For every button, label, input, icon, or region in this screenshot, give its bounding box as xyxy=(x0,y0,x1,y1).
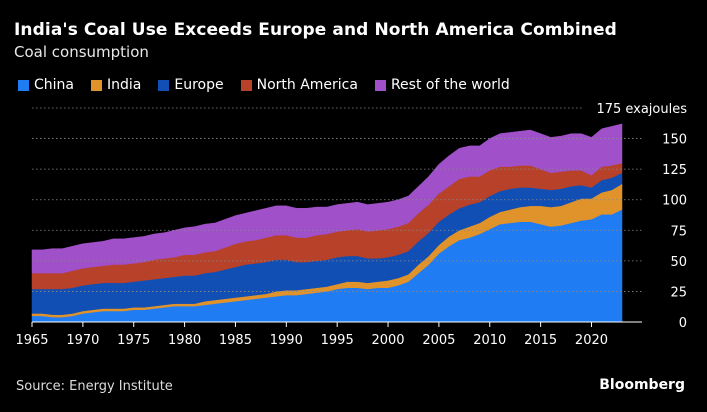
legend-item-china: China xyxy=(18,77,74,93)
x-tick-label-2010: 2010 xyxy=(473,333,506,348)
x-axis: 1965 1970 1975 1980 1985 1990 1995 2000 2005 2010… xyxy=(15,322,608,348)
area-layers xyxy=(31,123,623,323)
x-tick-label-1990: 1990 xyxy=(270,333,303,348)
legend-swatch-rest-of-world xyxy=(374,79,386,91)
legend-label-india: India xyxy=(107,77,142,93)
legend-label-europe: Europe xyxy=(174,77,224,93)
legend-label-rest-of-world: Rest of the world xyxy=(390,77,510,93)
y-tick-label-100: 100 xyxy=(662,194,687,209)
x-tick-label-2005: 2005 xyxy=(422,333,455,348)
legend-item-india: India xyxy=(91,77,141,93)
x-tick-label-2015: 2015 xyxy=(524,333,557,348)
y-unit-label: 175 exajoules xyxy=(596,102,687,117)
area-rest-of-the-world xyxy=(31,123,623,274)
legend-item-europe: Europe xyxy=(158,77,224,93)
chart-title: India's Coal Use Exceeds Europe and Nort… xyxy=(14,20,617,40)
y-tick-label-75: 75 xyxy=(670,224,687,239)
legend-label-china: China xyxy=(34,77,74,93)
x-tick-label-1995: 1995 xyxy=(321,333,354,348)
y-tick-label-150: 150 xyxy=(662,133,687,148)
y-tick-label-25: 25 xyxy=(670,285,687,300)
legend-swatch-north-america xyxy=(240,79,252,91)
legend-item-north-america: North America xyxy=(240,77,358,93)
legend-item-rest-of-world: Rest of the world xyxy=(374,77,510,93)
x-tick-label-1970: 1970 xyxy=(66,333,99,348)
bloomberg-logo: Bloomberg xyxy=(599,377,685,393)
y-axis: 0 25 50 75 100 125 150 175 exajoules xyxy=(596,102,687,331)
y-tick-label-125: 125 xyxy=(662,163,687,178)
legend-swatch-europe xyxy=(158,79,170,91)
x-tick-label-1985: 1985 xyxy=(219,333,252,348)
x-tick-label-2000: 2000 xyxy=(371,333,404,348)
legend: China India Europe North America Rest of… xyxy=(18,77,527,93)
x-tick-label-1965: 1965 xyxy=(15,333,48,348)
legend-swatch-india xyxy=(91,79,102,91)
x-tick-label-2020: 2020 xyxy=(575,333,608,348)
x-tick-label-1975: 1975 xyxy=(117,333,150,348)
y-tick-label-0: 0 xyxy=(679,316,687,331)
y-tick-label-50: 50 xyxy=(670,255,687,270)
legend-swatch-china xyxy=(18,79,29,91)
chart-subtitle: Coal consumption xyxy=(14,43,149,61)
x-tick-label-1980: 1980 xyxy=(168,333,201,348)
legend-label-north-america: North America xyxy=(256,77,358,93)
source-note: Source: Energy Institute xyxy=(16,379,173,394)
